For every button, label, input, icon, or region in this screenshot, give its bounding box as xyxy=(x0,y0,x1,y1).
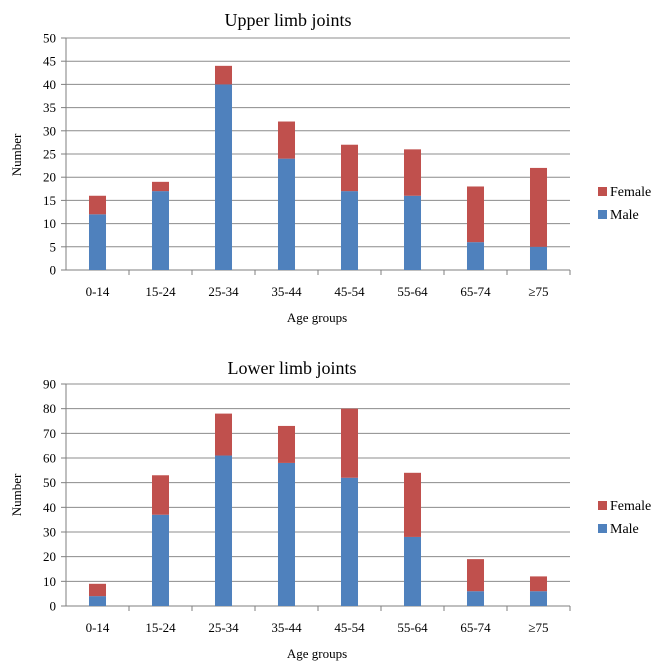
x-tick-label: 0-14 xyxy=(86,620,110,635)
x-tick-label: 55-64 xyxy=(397,620,428,635)
legend-swatch xyxy=(598,210,607,219)
x-tick-label: 25-34 xyxy=(208,620,239,635)
y-tick-label: 60 xyxy=(43,451,56,466)
x-tick-label: 45-54 xyxy=(334,620,365,635)
bar-female xyxy=(466,186,485,243)
bar-male xyxy=(466,242,485,270)
y-tick-label: 10 xyxy=(43,574,56,589)
bar-female xyxy=(529,576,548,592)
y-axis-label: Number xyxy=(9,133,24,176)
x-axis-label: Age groups xyxy=(287,646,347,661)
y-tick-label: 5 xyxy=(50,239,57,254)
x-tick-label: 65-74 xyxy=(460,284,491,299)
x-tick-label: 65-74 xyxy=(460,620,491,635)
x-tick-label: 45-54 xyxy=(334,284,365,299)
bar-female xyxy=(403,472,422,537)
y-tick-label: 70 xyxy=(43,426,56,441)
chart-title: Lower limb joints xyxy=(228,358,357,378)
x-tick-label: 35-44 xyxy=(271,284,302,299)
bar-female xyxy=(403,149,422,196)
bar-female xyxy=(529,167,548,247)
y-tick-label: 25 xyxy=(43,147,56,162)
bar-female xyxy=(151,181,170,192)
bar-male xyxy=(340,477,359,606)
x-tick-label: ≥75 xyxy=(528,284,548,299)
bar-male xyxy=(277,158,296,270)
y-axis-label: Number xyxy=(9,473,24,516)
y-tick-label: 15 xyxy=(43,193,56,208)
bar-male xyxy=(403,536,422,606)
bar-male xyxy=(529,246,548,270)
y-tick-label: 0 xyxy=(50,599,57,614)
x-axis-label: Age groups xyxy=(287,310,347,325)
bar-female xyxy=(151,475,170,515)
legend-swatch xyxy=(598,187,607,196)
x-tick-label: 15-24 xyxy=(145,620,176,635)
x-tick-label: 55-64 xyxy=(397,284,428,299)
lower-limb-chart: Lower limb joints Number Age groups 0 10 2… xyxy=(9,358,651,661)
bar-female xyxy=(214,65,233,85)
bar-male xyxy=(340,191,359,270)
bar-male xyxy=(466,591,485,606)
bar-female xyxy=(340,144,359,192)
x-tick-label: 15-24 xyxy=(145,284,176,299)
y-tick-label: 35 xyxy=(43,100,56,115)
legend: Female Male xyxy=(598,185,651,223)
bar-female xyxy=(466,559,485,592)
y-tick-label: 20 xyxy=(43,170,56,185)
y-tick-label: 30 xyxy=(43,525,56,540)
bar-male xyxy=(88,596,107,606)
legend-swatch xyxy=(598,524,607,533)
legend-label: Female xyxy=(610,499,651,514)
bar-male xyxy=(151,514,170,606)
x-tick-label: 25-34 xyxy=(208,284,239,299)
legend-label: Female xyxy=(610,185,651,200)
y-tick-label: 40 xyxy=(43,500,56,515)
y-tick-label: 50 xyxy=(43,475,56,490)
x-tick-label: 0-14 xyxy=(86,284,110,299)
bar-female xyxy=(214,413,233,456)
bar-male xyxy=(214,455,233,606)
bar-male xyxy=(529,591,548,606)
y-tick-label: 45 xyxy=(43,54,56,69)
bar-male xyxy=(88,214,107,270)
bar-female xyxy=(277,425,296,463)
x-tick-label: 35-44 xyxy=(271,620,302,635)
bar-male xyxy=(214,84,233,271)
y-tick-label: 40 xyxy=(43,77,56,92)
y-tick-label: 90 xyxy=(43,377,56,392)
bar-male xyxy=(151,191,170,270)
bar-male xyxy=(403,195,422,270)
y-tick-label: 20 xyxy=(43,549,56,564)
y-tick-label: 30 xyxy=(43,123,56,138)
y-tick-label: 50 xyxy=(43,31,56,46)
y-tick-label: 80 xyxy=(43,401,56,416)
chart-title: Upper limb joints xyxy=(225,10,352,30)
upper-limb-chart: Upper limb joints Number Age groups 0 5 10… xyxy=(9,10,651,325)
legend-swatch xyxy=(598,501,607,510)
bar-female xyxy=(340,408,359,478)
y-tick-label: 10 xyxy=(43,216,56,231)
bar-female xyxy=(88,195,107,215)
bar-female xyxy=(277,121,296,159)
bar-female xyxy=(88,583,107,597)
legend-label: Male xyxy=(610,522,639,537)
legend: Female Male xyxy=(598,499,651,537)
x-tick-label: ≥75 xyxy=(528,620,548,635)
y-tick-label: 0 xyxy=(50,263,57,278)
legend-label: Male xyxy=(610,208,639,223)
bar-male xyxy=(277,462,296,606)
